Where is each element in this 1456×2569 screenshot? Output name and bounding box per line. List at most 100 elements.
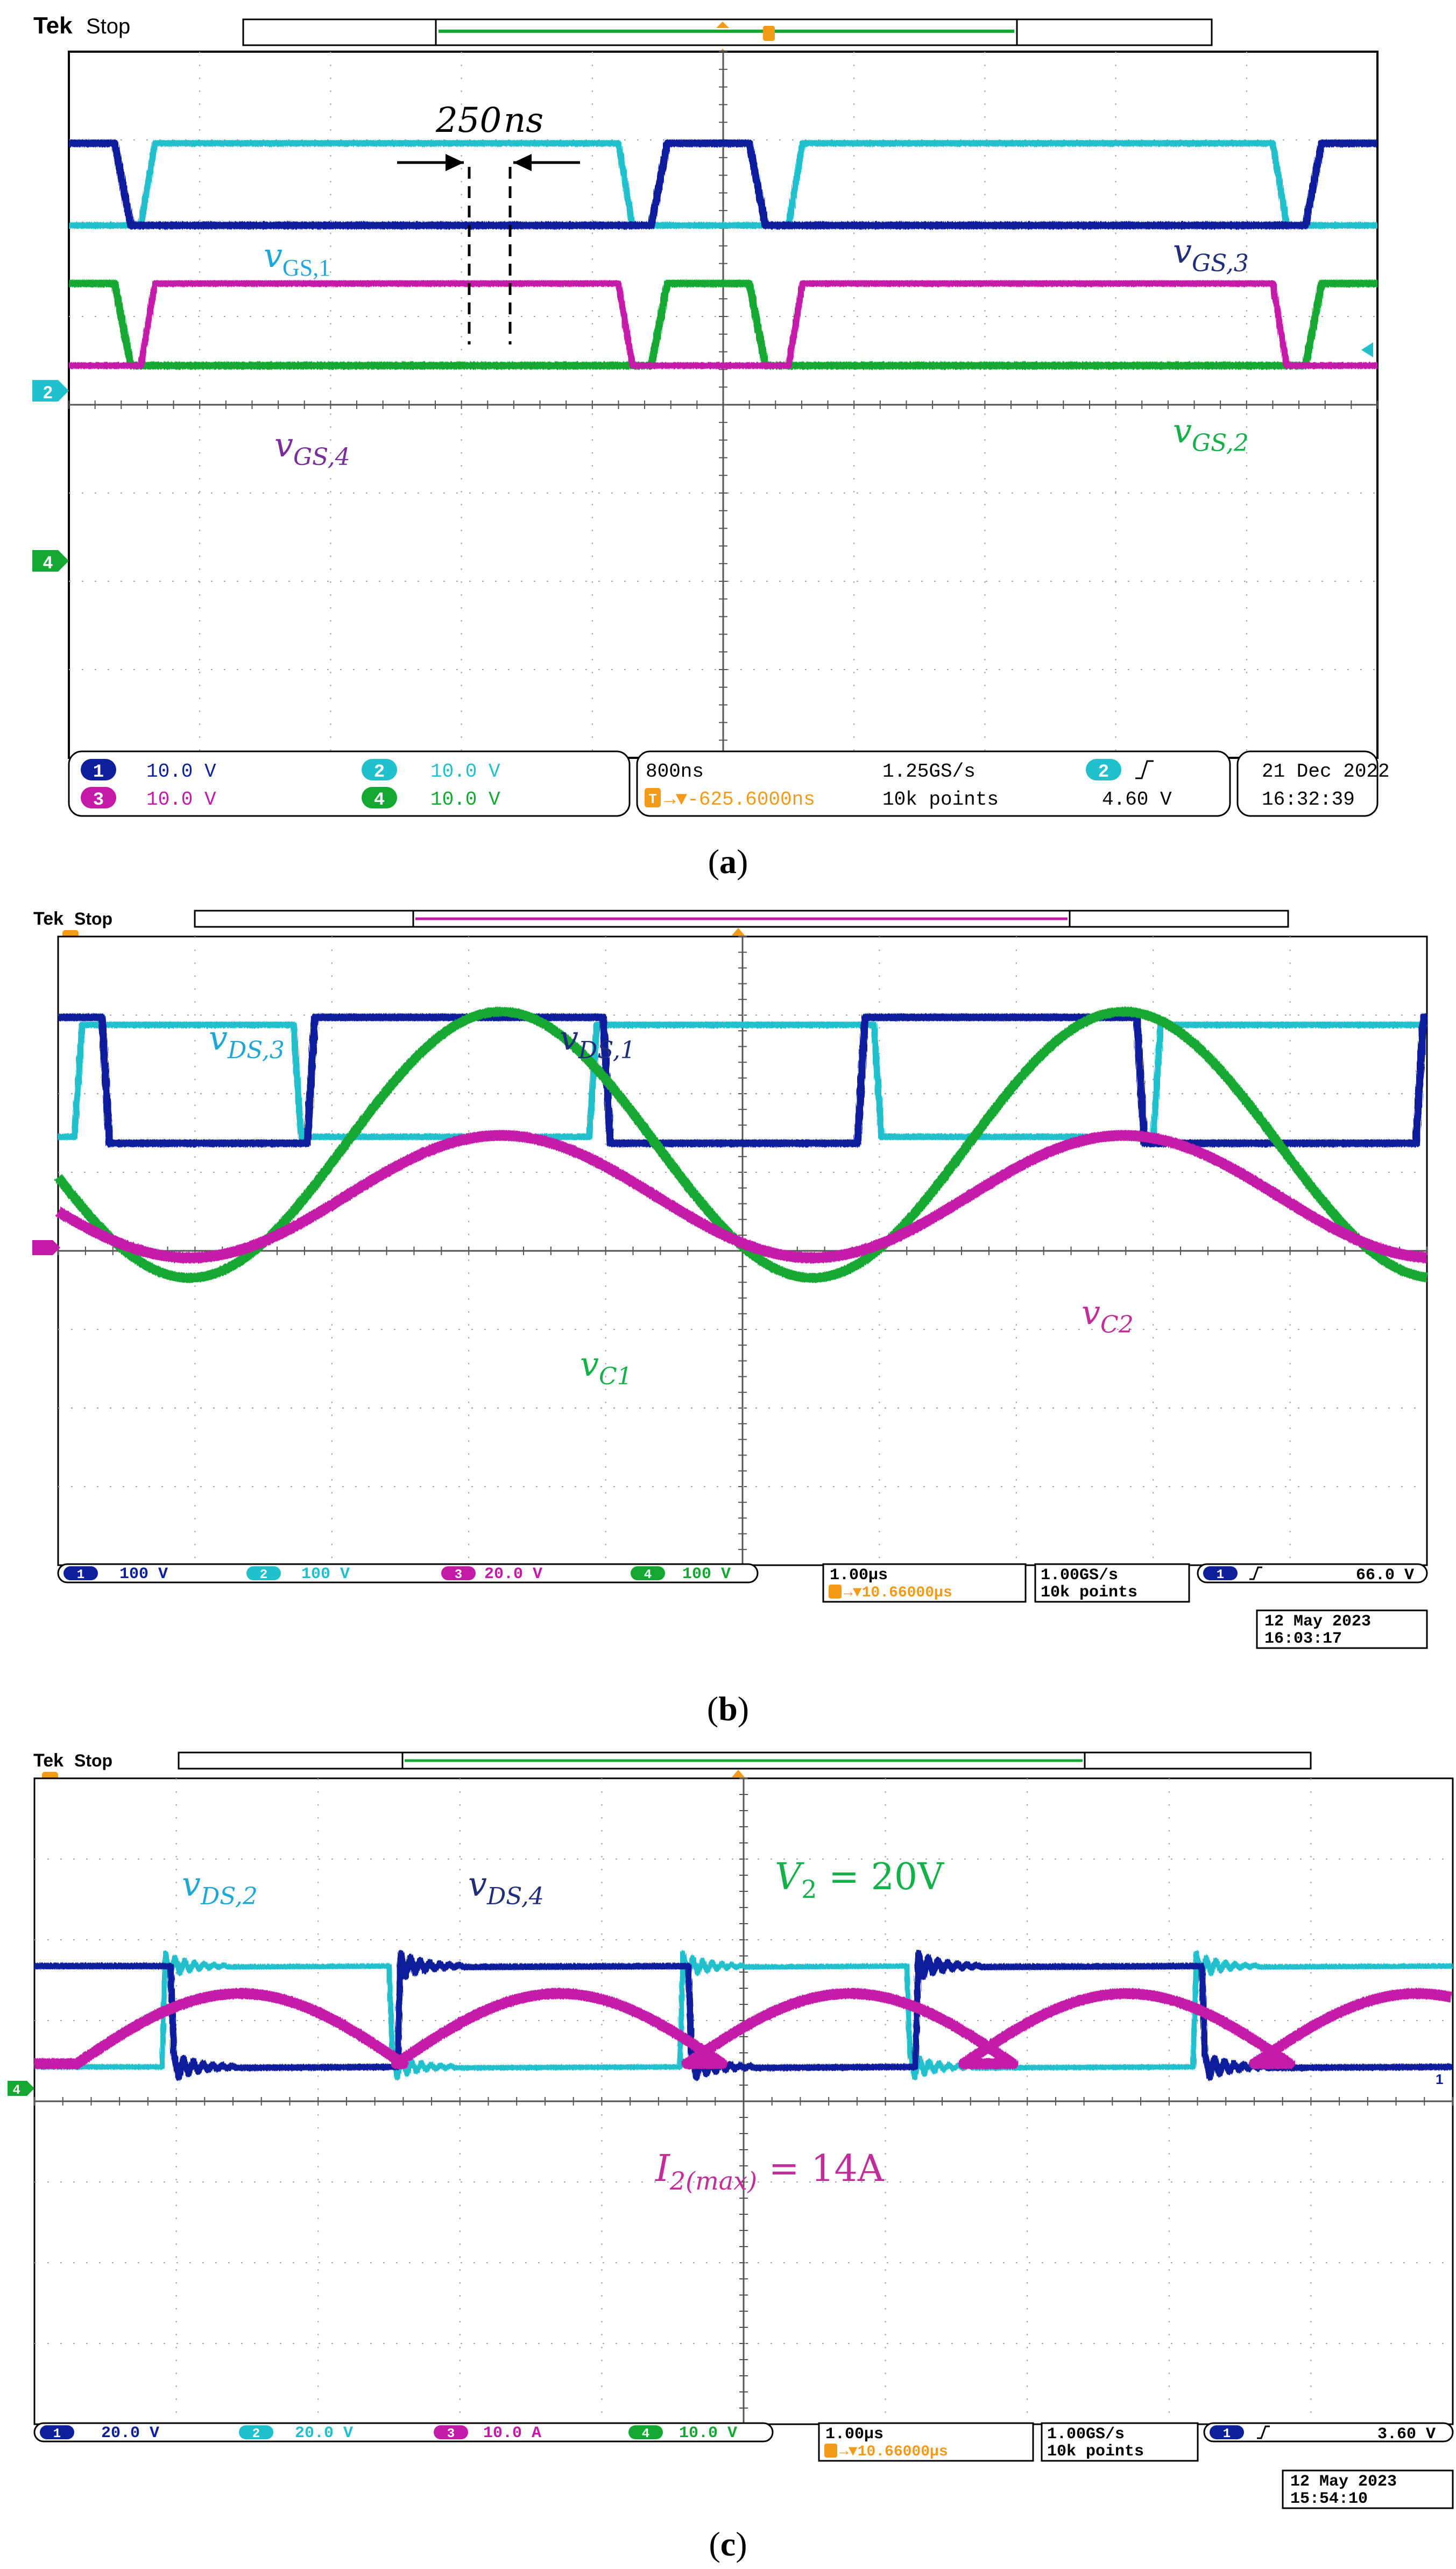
- label-i2max: I2(max) = 14A: [654, 2148, 885, 2195]
- svg-text:1.00µs: 1.00µs: [825, 2425, 884, 2444]
- svg-text:2: 2: [374, 762, 385, 783]
- svg-text:2: 2: [252, 2427, 260, 2441]
- caption-c: (c): [709, 2525, 747, 2563]
- svg-text:4: 4: [642, 2427, 649, 2441]
- svg-text:1: 1: [77, 1568, 84, 1582]
- svg-text:1: 1: [1217, 1568, 1224, 1582]
- svg-text:16:32:39: 16:32:39: [1262, 789, 1355, 811]
- label-vgs2: vGS,2: [1173, 411, 1249, 457]
- acq-status: Stop: [74, 1751, 112, 1770]
- svg-text:4: 4: [644, 1568, 652, 1582]
- annotations: 250 ns vGS,1 vGS,3 vGS,4 vGS,2: [264, 101, 1249, 471]
- svg-text:10k points: 10k points: [1047, 2443, 1144, 2461]
- svg-text:1.00GS/s: 1.00GS/s: [1041, 1566, 1118, 1585]
- traces: [54, 1007, 1429, 1283]
- ch3-ground-marker: [32, 1240, 60, 1255]
- svg-text:→▼10.66000µs: →▼10.66000µs: [844, 1585, 952, 1601]
- svg-text:10.0 V: 10.0 V: [146, 789, 216, 811]
- deadtime-value: 250: [435, 101, 501, 140]
- traces: [34, 1911, 1453, 2081]
- panel-a: Tek Stop T 250 ns vGS,1 vGS,3 vGS,4 vGS,…: [32, 12, 1390, 881]
- svg-text:1.00GS/s: 1.00GS/s: [1047, 2425, 1125, 2444]
- svg-text:12 May 2023: 12 May 2023: [1264, 1613, 1371, 1631]
- svg-text:66.0 V: 66.0 V: [1356, 1566, 1414, 1585]
- trace-3: [69, 280, 1377, 369]
- traces: [69, 139, 1377, 370]
- caption-b: (b): [707, 1690, 749, 1728]
- trace-2: [58, 1022, 1427, 1141]
- svg-text:1.00µs: 1.00µs: [830, 1566, 888, 1585]
- annotations: vDS,2 vDS,4 V2 = 20V I2(max) = 14A: [182, 1856, 945, 2195]
- ch2-ground-marker: 2: [32, 380, 69, 402]
- label-v2: V2 = 20V: [775, 1856, 945, 1904]
- ch4-ground-marker: 4: [32, 550, 69, 572]
- label-vds4: vDS,4: [468, 1864, 544, 1910]
- readout-bar: 1 10.0 V 2 10.0 V 3 10.0 V 4 10.0 V 800n…: [68, 750, 1390, 817]
- label-vds1: vDS,1: [560, 1018, 635, 1064]
- svg-text:1: 1: [93, 762, 104, 783]
- svg-text:1: 1: [1223, 2427, 1231, 2441]
- svg-text:10k points: 10k points: [882, 789, 999, 811]
- deadtime-unit: ns: [504, 101, 543, 140]
- svg-text:100 V: 100 V: [119, 1565, 168, 1583]
- svg-text:16:03:17: 16:03:17: [1264, 1630, 1342, 1648]
- tek-logo: Tek: [33, 1750, 63, 1771]
- readout-bar: 1 100 V 2 100 V 3 20.0 V 4 100 V 1.00µs …: [57, 1563, 1428, 1649]
- label-vc2: vC2: [1082, 1293, 1134, 1339]
- trace-3: [55, 1130, 1429, 1263]
- grid-lines: [68, 51, 1378, 758]
- svg-text:800ns: 800ns: [646, 761, 704, 783]
- svg-text:1: 1: [53, 2427, 61, 2441]
- trace-2: [69, 140, 1377, 229]
- label-vds2: vDS,2: [182, 1864, 258, 1910]
- ch1-level-marker: 1: [1436, 2071, 1443, 2087]
- readout-bar: 1 20.0 V 2 20.0 V 3 10.0 A 4 10.0 V 1.00…: [33, 2422, 1454, 2509]
- svg-text:3: 3: [447, 2427, 455, 2441]
- trigger-pos-marker: [716, 22, 729, 28]
- panel-c: Tek Stop vDS,2 vDS,4 V2 = 20V I2(max) = …: [8, 1750, 1454, 2563]
- svg-text:T: T: [648, 791, 657, 807]
- svg-text:20.0 V: 20.0 V: [295, 2424, 353, 2443]
- svg-text:4.60 V: 4.60 V: [1102, 789, 1172, 811]
- panel-b: Tek Stop vDS,3 vDS,1 vC2 vC1 1 100 V 2: [32, 909, 1429, 1728]
- trigger-time-marker: [732, 928, 745, 935]
- svg-text:10.0 V: 10.0 V: [679, 2424, 737, 2443]
- svg-text:4: 4: [374, 790, 385, 811]
- grid-lines: [34, 1778, 1453, 2425]
- svg-text:10.0 A: 10.0 A: [483, 2424, 541, 2443]
- svg-text:4: 4: [13, 2082, 20, 2097]
- label-vgs3: vGS,3: [1173, 231, 1249, 277]
- svg-text:20.0 V: 20.0 V: [101, 2424, 159, 2443]
- svg-text:4: 4: [43, 553, 53, 572]
- label-vc1: vC1: [580, 1345, 632, 1390]
- annotations: vDS,3 vDS,1 vC2 vC1: [209, 1018, 1134, 1390]
- trace-4: [69, 279, 1377, 370]
- label-vgs1: vGS,1: [264, 236, 330, 281]
- caption-a: (a): [708, 842, 748, 881]
- svg-text:3: 3: [93, 790, 104, 811]
- trigger-time-marker: [732, 1770, 745, 1777]
- svg-text:10.0 V: 10.0 V: [430, 789, 500, 811]
- acq-status: Stop: [74, 909, 112, 928]
- trace-3: [34, 1988, 1453, 2070]
- tek-logo: Tek: [33, 12, 73, 39]
- svg-text:2: 2: [1098, 762, 1109, 783]
- tek-logo: Tek: [33, 909, 63, 929]
- svg-text:2: 2: [260, 1568, 267, 1582]
- svg-text:3: 3: [455, 1568, 462, 1582]
- svg-text:10k points: 10k points: [1041, 1583, 1137, 1602]
- svg-text:21 Dec 2022: 21 Dec 2022: [1262, 761, 1390, 783]
- svg-text:2: 2: [43, 383, 53, 402]
- svg-text:12 May 2023: 12 May 2023: [1290, 2473, 1397, 2491]
- trigger-mini-icon: [763, 26, 775, 41]
- label-vgs4: vGS,4: [274, 425, 350, 471]
- svg-text:10.0 V: 10.0 V: [146, 761, 216, 783]
- svg-text:→▼-625.6000ns: →▼-625.6000ns: [664, 789, 815, 811]
- svg-text:1.25GS/s: 1.25GS/s: [882, 761, 976, 783]
- acq-status: Stop: [86, 15, 130, 38]
- label-vds3: vDS,3: [209, 1018, 285, 1064]
- svg-text:100 V: 100 V: [682, 1565, 731, 1583]
- svg-text:100 V: 100 V: [301, 1565, 350, 1583]
- trace-1: [69, 139, 1377, 229]
